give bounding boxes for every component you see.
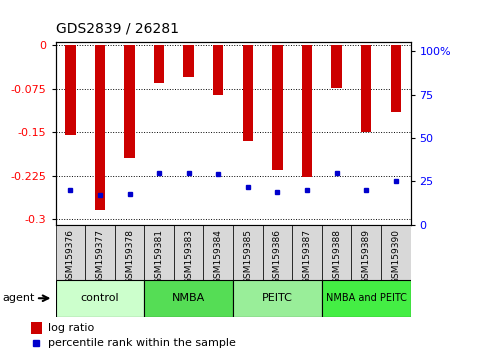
Bar — [154, 45, 164, 83]
Text: percentile rank within the sample: percentile rank within the sample — [48, 338, 236, 348]
Text: agent: agent — [2, 293, 35, 303]
Bar — [322, 280, 411, 317]
Bar — [322, 225, 352, 280]
Text: GSM159385: GSM159385 — [243, 229, 252, 284]
Bar — [331, 45, 342, 88]
Text: GSM159387: GSM159387 — [302, 229, 312, 284]
Bar — [381, 225, 411, 280]
Bar — [233, 225, 263, 280]
Text: GSM159384: GSM159384 — [214, 229, 223, 284]
Text: GSM159389: GSM159389 — [362, 229, 370, 284]
Text: PEITC: PEITC — [262, 293, 293, 303]
Bar — [56, 280, 144, 317]
Bar — [242, 45, 253, 141]
Bar — [292, 225, 322, 280]
Bar — [391, 45, 401, 112]
Bar — [65, 45, 75, 135]
Text: GSM159390: GSM159390 — [391, 229, 400, 284]
Bar — [85, 225, 115, 280]
Bar — [56, 225, 85, 280]
Bar — [144, 280, 233, 317]
Text: GSM159377: GSM159377 — [96, 229, 104, 284]
Text: NMBA and PEITC: NMBA and PEITC — [326, 293, 407, 303]
Bar — [263, 225, 292, 280]
Bar — [31, 322, 42, 334]
Text: NMBA: NMBA — [172, 293, 205, 303]
Bar — [115, 225, 144, 280]
Text: GDS2839 / 26281: GDS2839 / 26281 — [56, 21, 179, 35]
Bar — [174, 225, 203, 280]
Bar — [95, 45, 105, 210]
Text: GSM159383: GSM159383 — [184, 229, 193, 284]
Text: control: control — [81, 293, 119, 303]
Text: GSM159376: GSM159376 — [66, 229, 75, 284]
Bar — [302, 45, 312, 177]
Bar — [213, 45, 224, 95]
Text: GSM159381: GSM159381 — [155, 229, 164, 284]
Bar — [184, 45, 194, 77]
Bar — [361, 45, 371, 132]
Text: log ratio: log ratio — [48, 322, 94, 332]
Bar — [272, 45, 283, 170]
Text: GSM159378: GSM159378 — [125, 229, 134, 284]
Bar — [144, 225, 174, 280]
Text: GSM159388: GSM159388 — [332, 229, 341, 284]
Text: GSM159386: GSM159386 — [273, 229, 282, 284]
Bar — [203, 225, 233, 280]
Bar — [233, 280, 322, 317]
Bar — [124, 45, 135, 158]
Bar — [352, 225, 381, 280]
